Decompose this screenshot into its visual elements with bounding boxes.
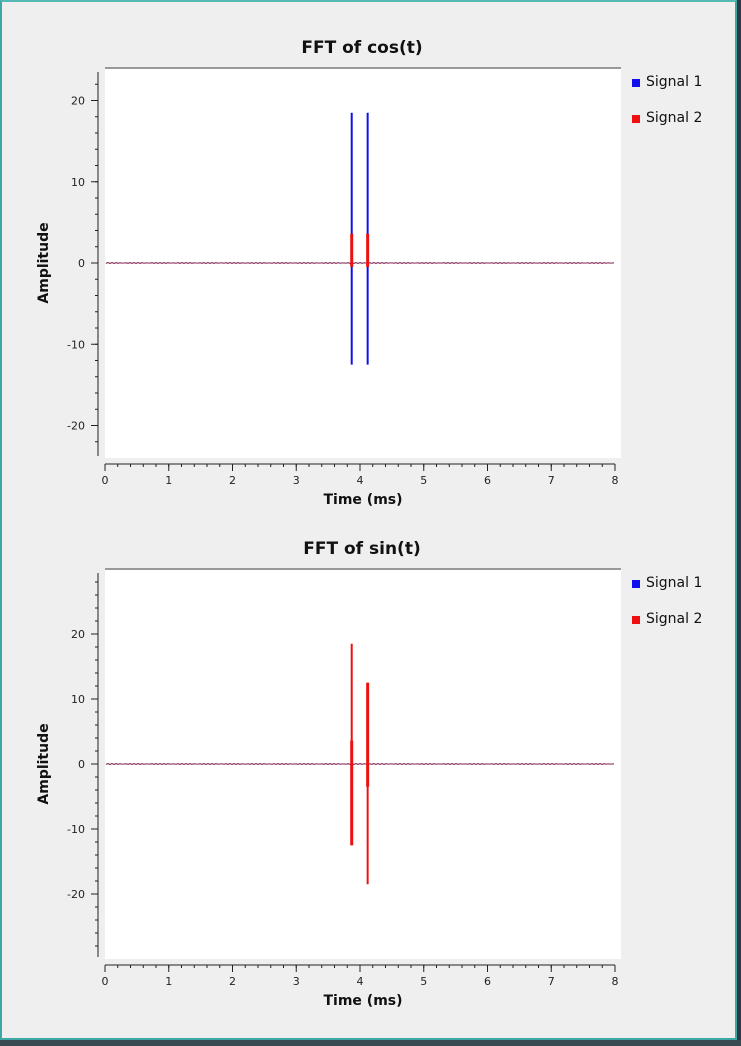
legend-swatch	[632, 115, 640, 123]
x-tick-label: 1	[165, 975, 172, 988]
legend[interactable]: Signal 1 Signal 2	[632, 74, 702, 146]
y-tick-label: 0	[78, 257, 85, 270]
y-axis-label: Amplitude	[36, 222, 52, 303]
y-axis-label: Amplitude	[36, 723, 52, 804]
x-tick-label: 7	[548, 474, 555, 487]
legend-item-signal-2[interactable]: Signal 2	[632, 110, 702, 146]
legend-label: Signal 1	[646, 74, 703, 90]
x-tick-label: 4	[357, 474, 364, 487]
legend-label: Signal 1	[646, 575, 703, 591]
x-tick-label: 3	[293, 474, 300, 487]
y-tick-label: 10	[71, 693, 85, 706]
chart-cos[interactable]: 20 10 0 -10 -20 Amplitude 0 1 2 3 4 5 6 7 8 Time (ms)	[2, 2, 739, 522]
x-tick-label: 8	[612, 975, 619, 988]
y-tick-label: -20	[67, 420, 85, 433]
y-tick-label: -10	[67, 338, 85, 351]
legend-label: Signal 2	[646, 110, 703, 126]
series-baseline-signal-2	[105, 763, 615, 765]
y-tick-label: 10	[71, 176, 85, 189]
y-tick-label: 0	[78, 758, 85, 771]
x-tick-label: 3	[293, 975, 300, 988]
legend-swatch	[632, 79, 640, 87]
x-tick-label: 6	[484, 975, 491, 988]
x-tick-label: 5	[420, 474, 427, 487]
taskbar-edge	[0, 1040, 741, 1046]
x-tick-label: 5	[420, 975, 427, 988]
legend-item-signal-1[interactable]: Signal 1	[632, 575, 702, 611]
y-tick-label: -20	[67, 888, 85, 901]
legend[interactable]: Signal 1 Signal 2	[632, 575, 702, 647]
legend-swatch	[632, 616, 640, 624]
x-tick-label: 0	[102, 474, 109, 487]
x-tick-label: 4	[357, 975, 364, 988]
x-axis-label: Time (ms)	[323, 492, 402, 508]
x-axis-label: Time (ms)	[323, 993, 402, 1009]
legend-item-signal-2[interactable]: Signal 2	[632, 611, 702, 647]
x-tick-label: 1	[165, 474, 172, 487]
x-tick-label: 2	[229, 474, 236, 487]
plot-title: FFT of cos(t)	[301, 38, 423, 58]
legend-swatch	[632, 580, 640, 588]
legend-item-signal-1[interactable]: Signal 1	[632, 74, 702, 110]
plot-title: FFT of sin(t)	[303, 539, 421, 559]
y-tick-label: 20	[71, 95, 85, 108]
legend-label: Signal 2	[646, 611, 703, 627]
x-tick-label: 0	[102, 975, 109, 988]
series-baseline-signal-2	[105, 262, 615, 264]
x-tick-label: 6	[484, 474, 491, 487]
x-tick-label: 7	[548, 975, 555, 988]
y-tick-label: 20	[71, 628, 85, 641]
y-tick-label: -10	[67, 823, 85, 836]
x-tick-label: 8	[612, 474, 619, 487]
x-tick-label: 2	[229, 975, 236, 988]
plot-sin: FFT of sin(t) 20 10 0 -10 -20 Amplitude 0 1 2 3 4 5…	[2, 503, 739, 1023]
chart-sin[interactable]: 20 10 0 -10 -20 Amplitude 0 1 2 3 4 5 6 7 8 Time (ms)	[2, 503, 739, 1023]
plot-cos: FFT of cos(t) 20 10 0 -10 -20 Amplitude 0 1 2 3 4 5…	[2, 2, 739, 522]
